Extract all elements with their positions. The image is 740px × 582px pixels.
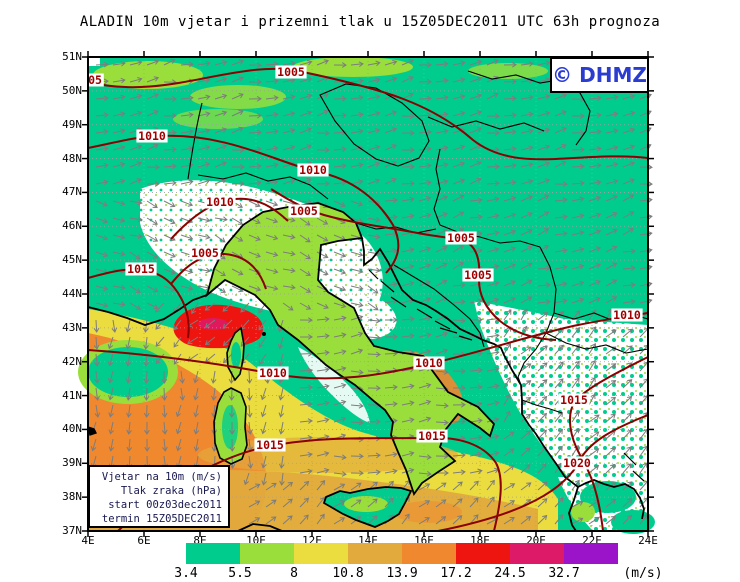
sicily-coastline	[322, 486, 413, 528]
lon-tick-label: 4E	[81, 534, 95, 547]
map-area: 05 1005 1010 1010 1010 1005 1005 1015 1005 1005 10…	[78, 51, 655, 537]
lat-tick-label: 43N	[62, 320, 82, 334]
isobar-value-label: 1005	[447, 231, 475, 245]
isobar-value-label: 1015	[256, 438, 284, 452]
legend-value-label: 24.5	[494, 566, 526, 581]
legend-value-label: 5.5	[228, 566, 252, 581]
copyright-badge: © DHMZ	[550, 57, 649, 93]
tunisia-coastline	[237, 523, 283, 532]
info-box-line: Vjetar na 10m (m/s)	[101, 471, 222, 483]
page-title: ALADIN 10m vjetar i prizemni tlak u 15Z0…	[79, 14, 661, 30]
isobar-value-label: 1005	[464, 268, 492, 282]
france-coastline	[87, 294, 208, 326]
lat-tick-label: 42N	[62, 354, 82, 368]
legend-color-box	[186, 543, 240, 564]
legend-value-label: 17.2	[440, 566, 472, 581]
lon-tick-label: 6E	[137, 534, 151, 547]
isobar-value-label: 1005	[290, 204, 318, 218]
legend-color-box	[402, 543, 456, 564]
lat-tick-label: 47N	[62, 185, 82, 199]
wind-speed-legend	[186, 543, 618, 564]
legend-value-label: 8	[290, 566, 298, 581]
isobar-value-label: 1010	[613, 308, 641, 322]
legend-value-label: 10.8	[332, 566, 364, 581]
lat-tick-label: 49N	[62, 117, 82, 131]
lat-tick-label: 40N	[62, 422, 82, 436]
legend-color-box	[240, 543, 294, 564]
info-box-line: Tlak zraka (hPa)	[120, 485, 222, 497]
isobar-value-label: 1015	[418, 429, 446, 443]
info-box-line: start 00z03dec2011	[108, 499, 222, 511]
isobar-value-label: 1010	[259, 366, 287, 380]
isobar-value-label: 1010	[206, 195, 234, 209]
lat-tick-label: 46N	[62, 219, 82, 233]
peloponnese-coastline	[568, 486, 579, 532]
isobar-value-label: 1010	[415, 356, 443, 370]
lat-tick-label: 37N	[62, 524, 82, 537]
lat-tick-label: 51N	[62, 50, 82, 63]
isobar-value-label: 1010	[138, 129, 166, 143]
isobar-1005-alps	[170, 252, 267, 290]
map-canvas: 05 1005 1010 1010 1010 1005 1005 1015 1005 1005 10…	[78, 51, 655, 537]
legend-units: (m/s)	[623, 566, 663, 581]
legend-color-box	[456, 543, 510, 564]
lat-tick-label: 50N	[62, 83, 82, 97]
isobar-value-label: 1020	[563, 456, 591, 470]
legend-color-box	[294, 543, 348, 564]
isobar-value-label: 1010	[299, 163, 327, 177]
lat-tick-label: 44N	[62, 287, 82, 300]
isobar-value-label: 1015	[127, 262, 155, 276]
croatian-islands	[368, 269, 645, 482]
lon-tick-label: 24E	[638, 534, 658, 547]
map-frame	[87, 56, 649, 532]
legend-color-box	[564, 543, 618, 564]
menorca-island	[87, 425, 97, 436]
isobar-1015-west	[87, 268, 190, 339]
isobar-labels: 05 1005 1010 1010 1010 1005 1005 1015 1005 1005 10…	[86, 65, 643, 470]
isobar-value-label: 1005	[277, 65, 305, 79]
sardinia-coastline	[213, 387, 248, 465]
isobar-value-label: 1005	[191, 246, 219, 260]
isobar-1005-north	[87, 67, 649, 161]
map-info-box: Vjetar na 10m (m/s) Tlak zraka (hPa) start…	[88, 465, 230, 528]
elba-island	[262, 332, 266, 336]
isobar-value-label: 1015	[560, 393, 588, 407]
isobar-value-label: 05	[88, 73, 102, 87]
legend-value-label: 32.7	[548, 566, 580, 581]
legend-color-box	[510, 543, 564, 564]
lat-tick-label: 45N	[62, 253, 82, 267]
lat-tick-label: 38N	[62, 490, 82, 504]
lat-tick-label: 41N	[62, 388, 82, 402]
isobar-1015-east	[568, 356, 649, 532]
lat-tick-label: 48N	[62, 151, 82, 165]
legend-value-label: 3.4	[174, 566, 198, 581]
legend-color-box	[348, 543, 402, 564]
corsica-coastline	[226, 326, 245, 382]
lat-tick-label: 39N	[62, 456, 82, 470]
legend-value-label: 13.9	[386, 566, 418, 581]
info-box-line: termin 15Z05DEC2011	[101, 513, 222, 525]
